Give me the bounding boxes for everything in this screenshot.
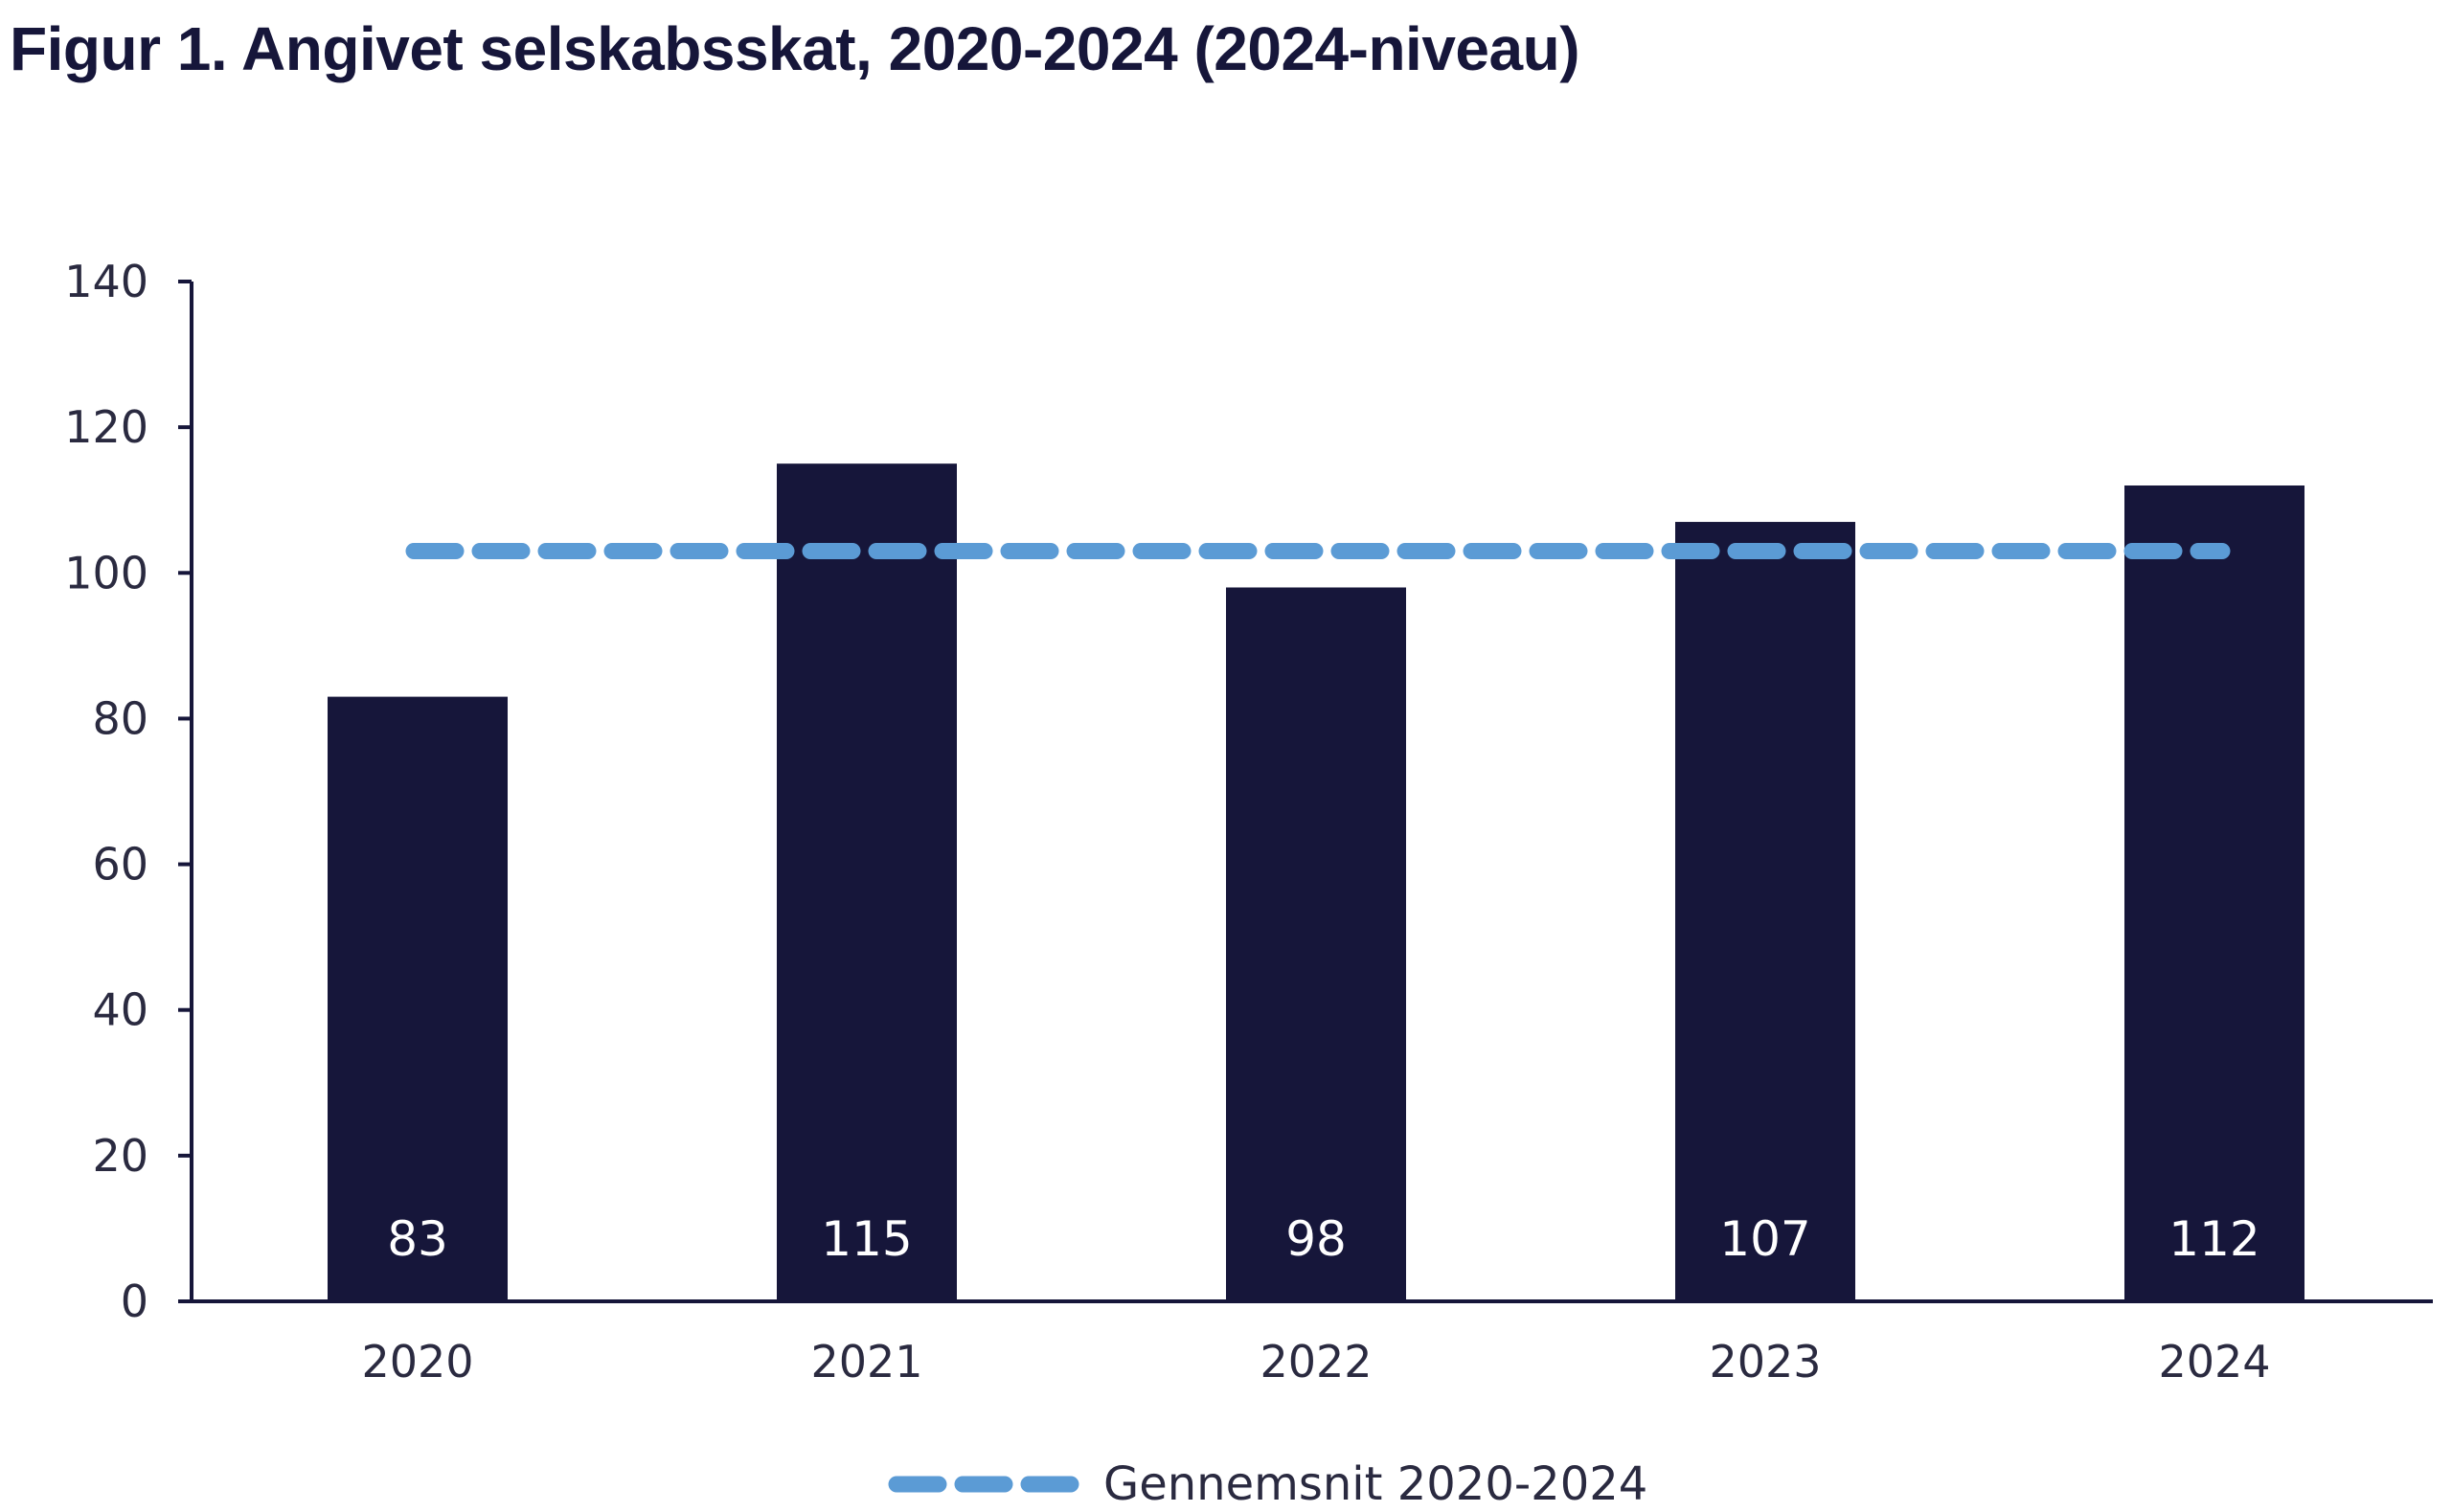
- x-tick-label-2021: 2021: [810, 1336, 922, 1388]
- x-tick-label-2023: 2023: [1709, 1336, 1821, 1388]
- data-label-2020: 83: [387, 1211, 448, 1267]
- x-axis: 2020 2021 2022 2023 2024: [178, 1299, 2433, 1388]
- data-label-2021: 115: [821, 1211, 912, 1267]
- y-tick-label: 80: [92, 692, 148, 744]
- x-tick-label-2020: 2020: [361, 1336, 473, 1388]
- bar-2022: [1226, 587, 1406, 1301]
- y-tick-label: 20: [92, 1130, 148, 1182]
- y-tick-label: 120: [64, 401, 148, 453]
- bar-2021: [777, 463, 957, 1301]
- data-label-2022: 98: [1285, 1211, 1347, 1267]
- y-axis: 0 20 40 60 80 100 120 140: [64, 256, 193, 1327]
- chart-title: Figur 1. Angivet selskabsskat, 2020-2024…: [10, 14, 1580, 83]
- y-tick-label: 140: [64, 256, 148, 307]
- bars-group: [328, 463, 2304, 1301]
- x-tick-label-2024: 2024: [2158, 1336, 2270, 1388]
- bar-2023: [1675, 522, 1855, 1301]
- data-labels-group: 83 115 98 107 112: [387, 1211, 2260, 1267]
- bar-2020: [328, 696, 508, 1301]
- x-tick-label-2022: 2022: [1260, 1336, 1372, 1388]
- bar-2024: [2124, 485, 2304, 1301]
- data-label-2023: 107: [1719, 1211, 1810, 1267]
- y-tick-label: 60: [92, 839, 148, 891]
- legend-label-average: Gennemsnit 2020-2024: [1103, 1457, 1647, 1511]
- data-label-2024: 112: [2168, 1211, 2259, 1267]
- y-tick-label: 40: [92, 984, 148, 1036]
- legend: Gennemsnit 2020-2024: [888, 1457, 1647, 1511]
- y-tick-label: 100: [64, 547, 148, 598]
- y-tick-label: 0: [121, 1275, 148, 1327]
